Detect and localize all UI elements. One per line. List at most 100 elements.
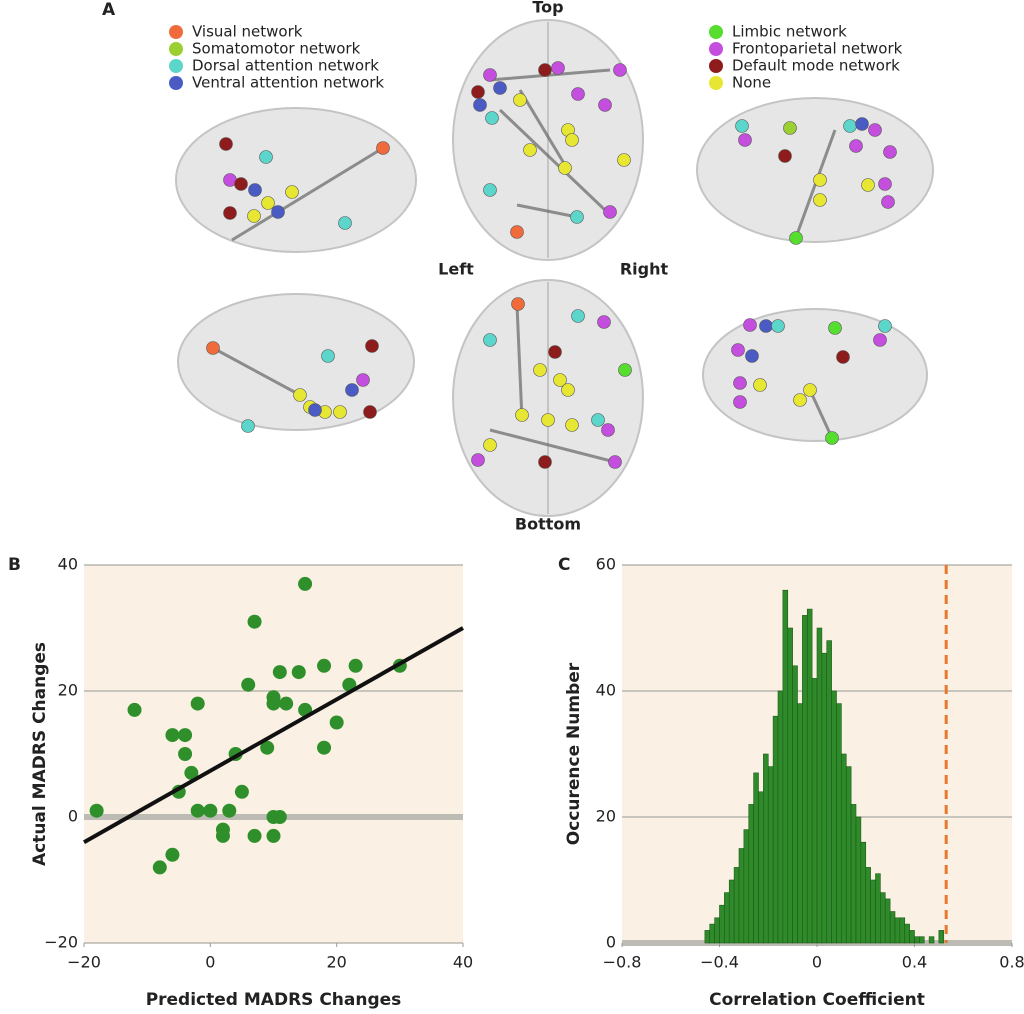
brain-node bbox=[473, 98, 487, 112]
brain-node bbox=[259, 150, 273, 164]
brain-node bbox=[483, 183, 497, 197]
histogram-bar bbox=[728, 879, 735, 944]
brain-node bbox=[553, 373, 567, 387]
histogram-bar bbox=[904, 923, 910, 944]
scatter-point bbox=[291, 665, 306, 680]
brain-node bbox=[541, 413, 555, 427]
brain-node bbox=[733, 376, 747, 390]
edge bbox=[516, 203, 578, 219]
brain-node bbox=[735, 119, 749, 133]
brain-node bbox=[471, 85, 485, 99]
histogram-bar bbox=[777, 690, 784, 944]
brain-node bbox=[523, 143, 537, 157]
brain-node bbox=[843, 119, 857, 133]
histogram-bar bbox=[928, 936, 935, 944]
brain-node bbox=[483, 438, 497, 452]
histogram-bar bbox=[899, 917, 906, 944]
histogram-bar bbox=[787, 627, 793, 944]
scatter-point bbox=[279, 696, 294, 711]
edge bbox=[515, 304, 524, 421]
brain-node bbox=[548, 345, 562, 359]
histogram-bar bbox=[806, 608, 813, 944]
histogram-bar bbox=[782, 589, 789, 944]
legend-label: Somatomotor network bbox=[192, 40, 361, 58]
histogram-bar bbox=[811, 678, 818, 944]
scatter-point bbox=[329, 715, 344, 730]
brain-node bbox=[271, 205, 285, 219]
brain-node bbox=[743, 318, 757, 332]
brain-node bbox=[828, 321, 842, 335]
y-tick-label: 20 bbox=[58, 681, 78, 700]
histogram-bar bbox=[743, 829, 750, 944]
x-tick-label: 0 bbox=[812, 953, 822, 972]
brain-node bbox=[376, 141, 390, 155]
x-tick-label: 40 bbox=[453, 953, 473, 972]
brain-node bbox=[571, 309, 585, 323]
panel-label: C bbox=[558, 555, 570, 575]
edge bbox=[518, 89, 570, 171]
brain-node bbox=[789, 231, 803, 245]
edge bbox=[808, 389, 834, 439]
histogram-bar bbox=[880, 892, 886, 944]
histogram-bar bbox=[748, 804, 754, 944]
y-tick-label: 0 bbox=[606, 933, 616, 952]
scatter-point bbox=[317, 740, 332, 755]
brain-node bbox=[881, 195, 895, 209]
histogram-bar bbox=[894, 917, 901, 944]
x-tick-label: −20 bbox=[67, 953, 101, 972]
brain-node bbox=[597, 315, 611, 329]
scatter-point bbox=[260, 740, 275, 755]
scatter-point bbox=[247, 614, 262, 629]
y-axis-title: Actual MADRS Changes bbox=[30, 642, 50, 866]
scatter-point bbox=[178, 747, 193, 761]
scatter-point bbox=[127, 702, 142, 717]
brain-node bbox=[738, 133, 752, 147]
y-tick-label: 0 bbox=[68, 807, 78, 826]
brain-node bbox=[603, 205, 617, 219]
brain-node bbox=[783, 121, 797, 135]
brain-node bbox=[333, 405, 347, 419]
brain-node bbox=[293, 388, 307, 402]
brain-node bbox=[513, 93, 527, 107]
legend-label: Default mode network bbox=[732, 57, 900, 75]
brain-node bbox=[538, 455, 552, 469]
x-tick-label: 20 bbox=[326, 953, 346, 972]
x-axis-title: Correlation Coefficient bbox=[709, 990, 925, 1010]
x-axis-title: Predicted MADRS Changes bbox=[146, 990, 402, 1010]
legend-swatch bbox=[169, 42, 183, 56]
brain-node bbox=[813, 193, 827, 207]
view-label: Top bbox=[532, 0, 563, 17]
brain-node bbox=[771, 319, 785, 333]
brain-node bbox=[338, 216, 352, 230]
histogram-bar bbox=[792, 665, 798, 944]
brain-node bbox=[363, 405, 377, 419]
brain-right-lower bbox=[702, 308, 928, 442]
edge bbox=[212, 346, 301, 397]
brain-node bbox=[356, 373, 370, 387]
brain-right-upper bbox=[696, 97, 934, 243]
brain-node bbox=[873, 333, 887, 347]
brain-node bbox=[591, 413, 605, 427]
x-tick-label: 0.4 bbox=[902, 953, 927, 972]
scatter-point bbox=[178, 728, 193, 743]
brain-node bbox=[753, 378, 767, 392]
brain-node bbox=[745, 349, 759, 363]
histogram-bar bbox=[914, 936, 920, 944]
histogram-bar bbox=[758, 791, 764, 944]
histogram-bar bbox=[719, 904, 725, 944]
scatter-point bbox=[152, 860, 167, 875]
histogram-bar bbox=[816, 627, 823, 944]
legend-label: Frontoparietal network bbox=[732, 40, 903, 58]
brain-node bbox=[483, 333, 497, 347]
brain-left-upper bbox=[175, 107, 417, 253]
histogram-bar bbox=[836, 703, 842, 944]
brain-node bbox=[825, 431, 839, 445]
histogram-bar bbox=[772, 715, 779, 944]
brain-left-lower bbox=[177, 293, 415, 431]
panel-label: A bbox=[102, 0, 116, 20]
brain-node bbox=[533, 363, 547, 377]
brain-node bbox=[511, 297, 525, 311]
edge bbox=[489, 68, 611, 82]
histogram-bar bbox=[870, 879, 876, 944]
